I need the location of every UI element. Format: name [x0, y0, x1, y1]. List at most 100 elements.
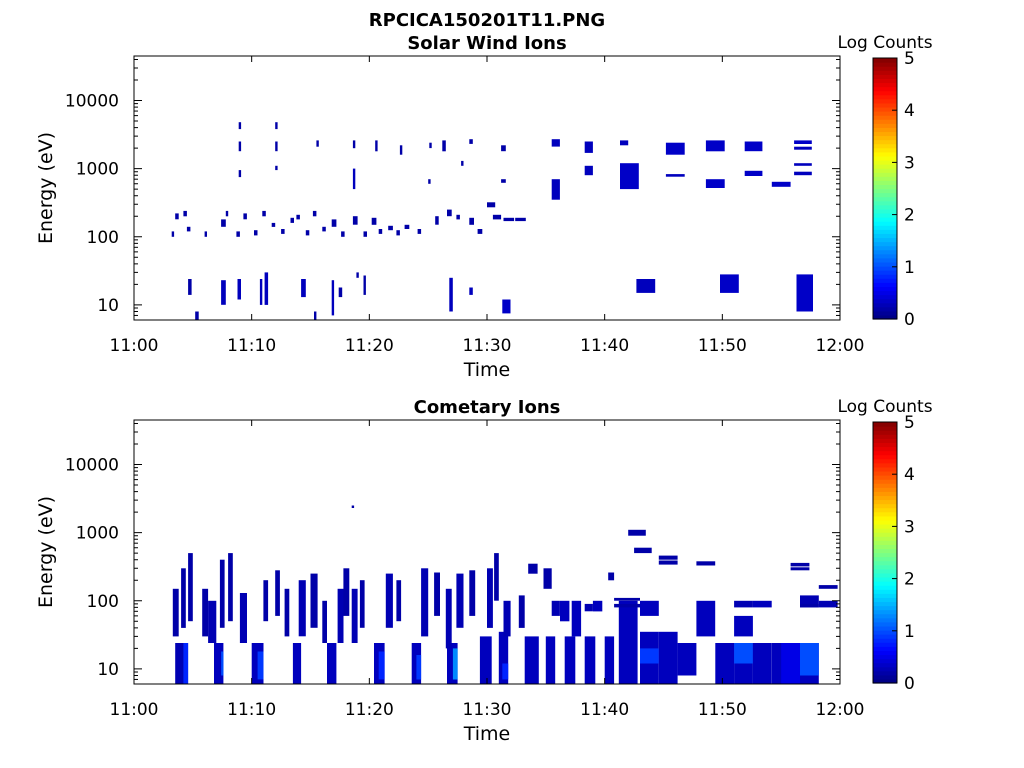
- spectrogram-cell: [796, 274, 813, 312]
- colorbar-band: [873, 450, 897, 456]
- colorbar-band: [873, 115, 897, 120]
- spectrogram-cell: [442, 140, 446, 152]
- spectrogram-cells: [171, 122, 813, 320]
- colorbar-band: [873, 102, 897, 108]
- spectrogram-cell: [264, 272, 269, 305]
- spectrogram-cell: [298, 580, 306, 637]
- spectrogram-cell: [794, 140, 812, 144]
- spectrogram-cell: [343, 568, 350, 616]
- colorbar-band: [873, 94, 897, 100]
- spectrogram-cell: [528, 563, 538, 574]
- spectrogram-cell: [618, 600, 638, 684]
- colorbar-band: [873, 674, 897, 680]
- spectrogram-cell: [461, 160, 464, 166]
- y-axis-ticks: 10 100 1000 10000: [65, 422, 840, 685]
- spectrogram-cell: [452, 648, 458, 680]
- spectrogram-cell: [290, 217, 294, 223]
- spectrogram-cell: [502, 299, 511, 314]
- spectrogram-cell: [720, 274, 739, 293]
- spectrogram-cell: [744, 170, 763, 176]
- colorbar-band: [873, 634, 897, 639]
- colorbar-band: [873, 629, 897, 635]
- spectrogram-cell: [243, 213, 247, 220]
- spectrogram-cell: [275, 122, 278, 130]
- colorbar-band: [873, 229, 897, 234]
- colorbar-band: [873, 662, 897, 668]
- colorbar-band: [873, 143, 897, 149]
- y-tick-label: 1000: [76, 524, 119, 544]
- spectrogram-cell: [322, 600, 327, 643]
- spectrogram-cell: [584, 603, 593, 612]
- spectrogram-cell: [186, 226, 191, 232]
- spectrogram-cell: [202, 588, 209, 637]
- spectrogram-cell: [239, 593, 247, 643]
- panel-title: Solar Wind Ions: [407, 33, 566, 54]
- colorbar-band: [873, 540, 897, 545]
- spectrogram-cell: [416, 655, 422, 680]
- colorbar-band: [873, 249, 897, 255]
- spectrogram-cell: [221, 651, 224, 676]
- spectrogram-cell: [263, 580, 269, 622]
- spectrogram-cell: [501, 179, 506, 183]
- colorbar-band: [873, 503, 897, 509]
- spectrogram-cell: [314, 311, 317, 320]
- colorbar-band: [873, 119, 897, 124]
- colorbar-gradient: [873, 422, 897, 684]
- y-tick-label: 10000: [65, 92, 119, 112]
- colorbar-band: [873, 487, 897, 492]
- colorbar-band: [873, 176, 897, 181]
- spectrogram-cell: [396, 580, 402, 622]
- x-axis-ticks: 11:00 11:10 11:20 11:30 11:40 11:50 12:00: [110, 56, 865, 356]
- x-tick-label: 11:20: [345, 700, 394, 720]
- spectrogram-cell: [551, 139, 560, 147]
- spectrogram-cell: [614, 603, 640, 608]
- colorbar-band: [873, 204, 897, 210]
- spectrogram-cell: [292, 643, 302, 684]
- colorbar-frame: [872, 421, 898, 684]
- colorbar-band: [873, 548, 897, 554]
- spectrogram-cell: [331, 280, 335, 316]
- spectrogram-cell: [592, 600, 603, 612]
- colorbar-band: [873, 422, 897, 427]
- spectrogram-cell: [794, 163, 812, 166]
- spectrogram-cell: [744, 141, 763, 152]
- spectrogram-cell: [310, 573, 318, 628]
- spectrogram-cell: [359, 580, 365, 628]
- spectrogram-cell: [188, 553, 193, 622]
- spectrogram-cell: [449, 277, 453, 312]
- colorbar-band: [873, 605, 897, 611]
- spectrogram-cell: [301, 279, 306, 298]
- spectrogram-cell: [564, 636, 576, 684]
- spectrogram-cell: [604, 636, 615, 684]
- colorbar-band: [873, 646, 897, 651]
- colorbar-band: [873, 642, 897, 647]
- spectrogram-cell: [183, 643, 189, 684]
- colorbar-band: [873, 564, 897, 570]
- colorbar-band: [873, 495, 897, 501]
- x-tick-label: 11:40: [580, 336, 629, 356]
- spectrogram-cell: [204, 231, 207, 237]
- colorbar-band: [873, 265, 897, 271]
- spectrogram-cell: [371, 217, 377, 225]
- colorbar-band: [873, 475, 897, 480]
- spectrogram-cell: [262, 210, 266, 217]
- spectrogram-cell: [640, 600, 659, 616]
- spectrogram-cell: [634, 547, 652, 554]
- spectrogram-cell: [705, 179, 725, 188]
- spectrogram-cell: [794, 171, 812, 176]
- colorbar-band: [873, 58, 897, 63]
- colorbar-band: [873, 552, 897, 558]
- colorbar-band: [873, 528, 897, 533]
- colorbar-band: [873, 306, 897, 312]
- spectrogram-cell: [281, 229, 285, 234]
- colorbar-band: [873, 625, 897, 631]
- spectrogram-cell: [341, 231, 345, 237]
- spectrogram-cell: [614, 597, 640, 601]
- colorbar-band: [873, 597, 897, 603]
- spectrogram-cell: [492, 214, 502, 220]
- colorbar-band: [873, 298, 897, 304]
- colorbar-band: [873, 519, 897, 525]
- x-tick-label: 11:50: [698, 700, 747, 720]
- x-tick-label: 11:20: [345, 336, 394, 356]
- colorbar-band: [873, 442, 897, 448]
